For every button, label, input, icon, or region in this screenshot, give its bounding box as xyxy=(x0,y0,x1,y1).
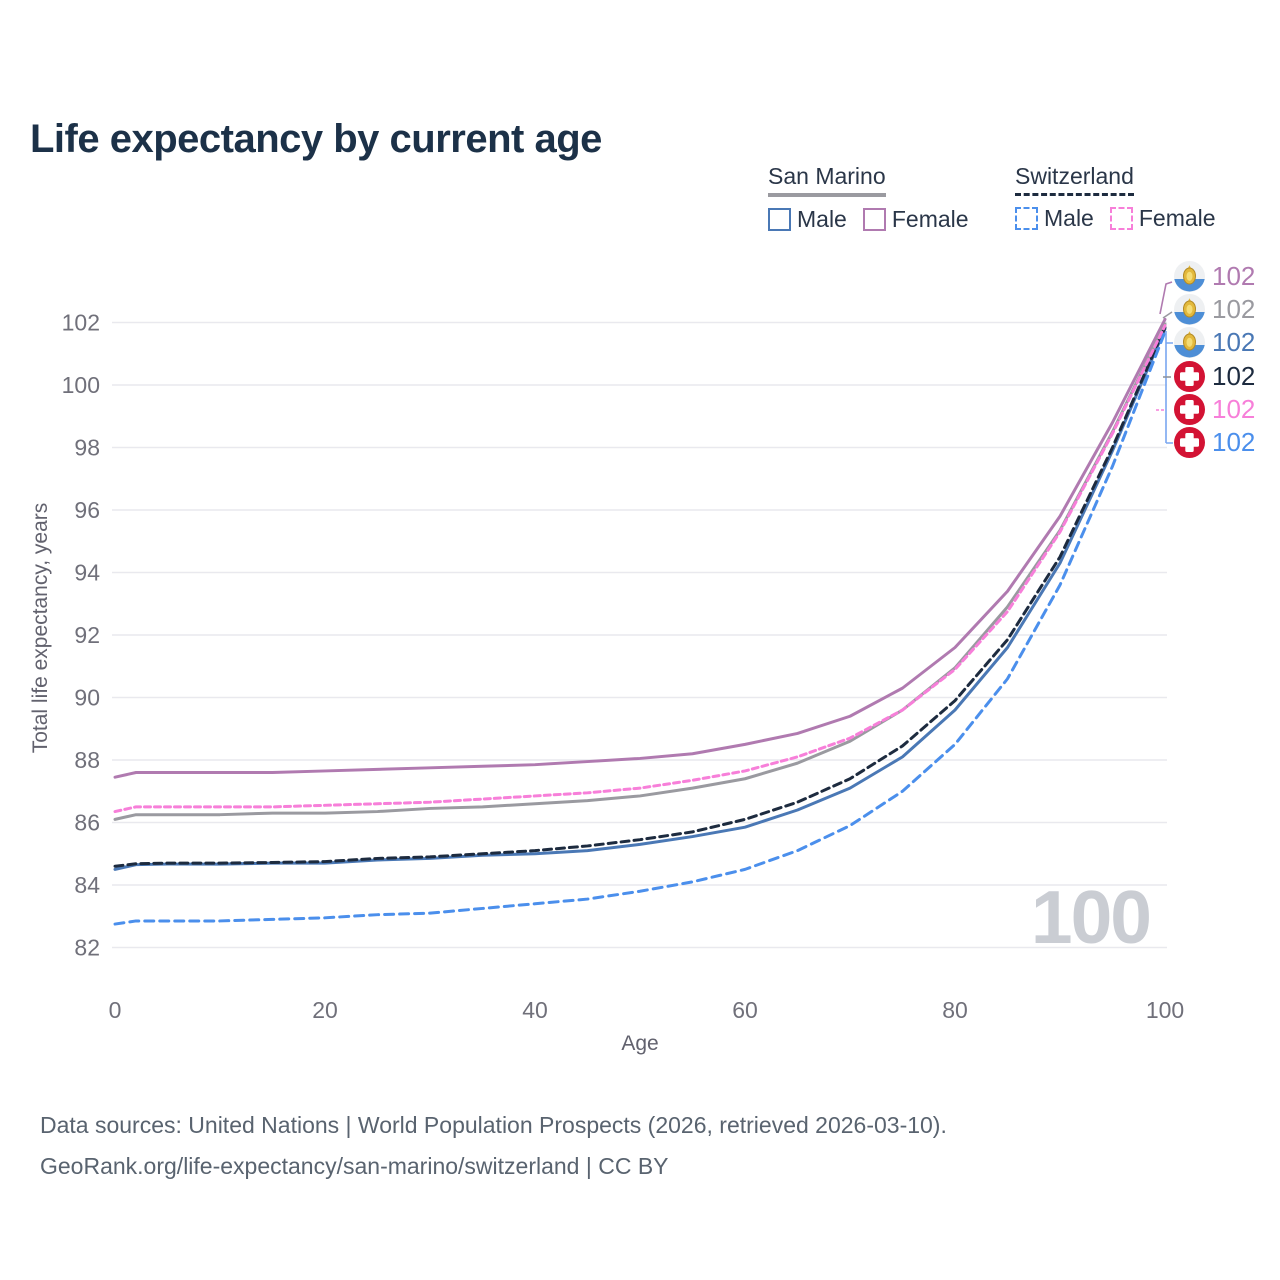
legend-swatch-switzerland-female xyxy=(1109,207,1133,230)
legend-swatch-switzerland-male xyxy=(1015,207,1038,230)
x-axis-title: Age xyxy=(621,1032,658,1055)
series-line-switzerland-female xyxy=(113,324,1167,814)
legend-item-switzerland-male: Male xyxy=(1015,205,1094,232)
leader-san-marino-female-line xyxy=(1159,281,1173,315)
legend-group-title-switzerland: Switzerland xyxy=(1015,163,1134,196)
y-tick-label-90: 90 xyxy=(74,685,100,711)
y-tick-label-94: 94 xyxy=(74,560,100,586)
legend-label-san-marino-female: Female xyxy=(891,206,969,232)
series-line-switzerland-both xyxy=(113,325,1167,868)
legend-items-san-marino: Male Female xyxy=(768,206,969,233)
legend-swatch-san-marino-male xyxy=(768,208,791,231)
y-tick-label-100: 100 xyxy=(62,372,100,398)
x-tick-label-0: 0 xyxy=(109,997,122,1023)
series-line-switzerland-male xyxy=(113,330,1167,926)
watermark-age-100: 100 xyxy=(1030,875,1152,959)
footer-data-sources: Data sources: United Nations | World Pop… xyxy=(40,1112,947,1138)
x-tick-label-60: 60 xyxy=(732,997,758,1023)
legend-label-san-marino-male: Male xyxy=(797,206,847,232)
x-tick-label-20: 20 xyxy=(312,997,338,1023)
legend-item-san-marino-male: Male xyxy=(768,206,847,233)
y-tick-label-96: 96 xyxy=(74,497,100,523)
y-tick-label-84: 84 xyxy=(74,872,100,898)
legend-group-title-san-marino: San Marino xyxy=(768,163,886,197)
legend-item-san-marino-female: Female xyxy=(862,206,969,233)
legend: San Marino Male Female Switzerland Male Femal… xyxy=(0,0,1280,250)
leader-san-marino-both-line xyxy=(1162,311,1173,319)
legend-items-switzerland: Male Female xyxy=(1015,205,1216,232)
legend-group-switzerland: Switzerland Male Female xyxy=(1015,163,1216,232)
series-line-san-marino-both xyxy=(113,322,1167,821)
y-tick-label-98: 98 xyxy=(74,435,100,461)
legend-item-switzerland-female: Female xyxy=(1109,205,1216,232)
y-tick-label-82: 82 xyxy=(74,935,100,961)
y-tick-label-102: 102 xyxy=(62,310,100,336)
footer: Data sources: United Nations | World Pop… xyxy=(40,1105,947,1187)
leader-bracket-line xyxy=(1165,331,1173,444)
x-tick-label-100: 100 xyxy=(1146,997,1184,1023)
y-tick-label-86: 86 xyxy=(74,810,100,836)
legend-label-switzerland-female: Female xyxy=(1138,205,1216,231)
legend-label-switzerland-male: Male xyxy=(1044,205,1094,231)
y-tick-label-88: 88 xyxy=(74,747,100,773)
legend-group-san-marino: San Marino Male Female xyxy=(768,163,969,233)
legend-swatch-san-marino-female xyxy=(862,208,886,231)
y-tick-label-92: 92 xyxy=(74,622,100,648)
y-axis-title: Total life expectancy, years xyxy=(29,503,52,754)
page-title: Life expectancy by current age xyxy=(30,116,602,161)
x-tick-label-40: 40 xyxy=(522,997,548,1023)
series-line-san-marino-female xyxy=(113,317,1167,779)
footer-attribution: GeoRank.org/life-expectancy/san-marino/s… xyxy=(40,1153,669,1179)
x-tick-label-80: 80 xyxy=(942,997,968,1023)
